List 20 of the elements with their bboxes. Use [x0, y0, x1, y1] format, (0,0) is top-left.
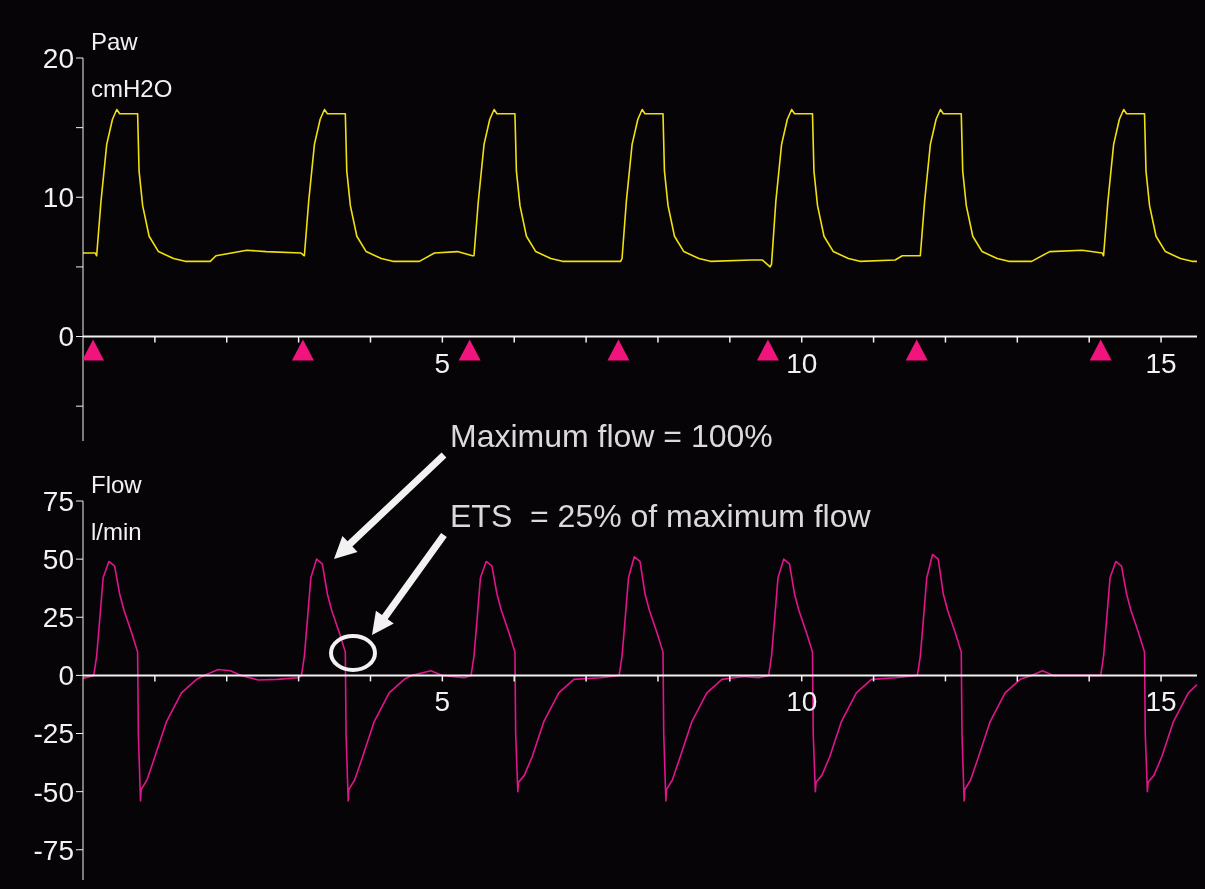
annotation: ETS = 25% of maximum flow — [450, 498, 872, 534]
x-tick-label: 5 — [434, 347, 451, 379]
annotation: Maximum flow = 100% — [450, 418, 773, 454]
y-axis-title: Paw cmH2O — [91, 27, 173, 104]
y-tick-label: 25 — [42, 602, 74, 634]
x-tick-label: 15 — [1145, 347, 1177, 379]
y-tick-label: 0 — [58, 660, 74, 692]
x-tick-label: 10 — [786, 347, 818, 379]
y-tick-label: 0 — [58, 321, 74, 353]
x-tick-label: 15 — [1145, 686, 1177, 718]
y-tick-label: -50 — [33, 776, 74, 808]
y-tick-label: 75 — [42, 485, 74, 517]
x-tick-label: 5 — [434, 686, 451, 718]
y-axis-title: Flow l/min — [91, 470, 142, 547]
y-tick-label: 10 — [42, 182, 74, 214]
y-tick-label: 50 — [42, 544, 74, 576]
y-tick-label: 20 — [42, 42, 74, 74]
y-tick-label: -25 — [33, 718, 74, 750]
line-series — [83, 108, 1197, 268]
y-tick-label: -75 — [33, 834, 74, 866]
